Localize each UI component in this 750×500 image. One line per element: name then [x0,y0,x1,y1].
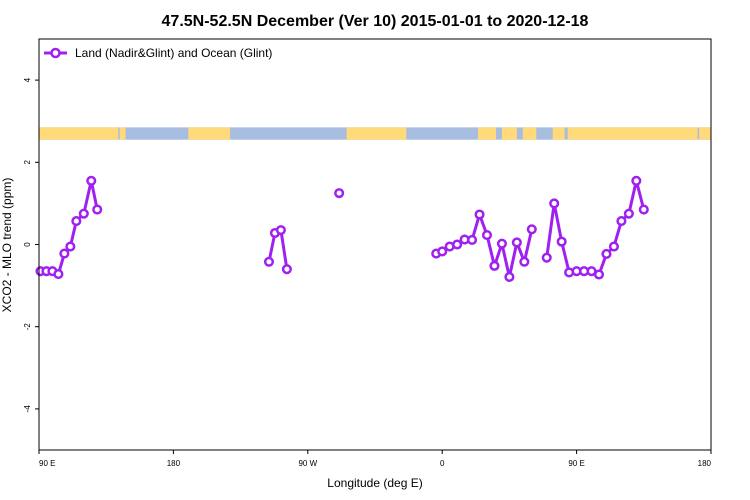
x-tick-label: 90 E [39,459,55,468]
data-point [556,236,567,247]
land-band [119,127,126,140]
data-point [549,198,560,209]
data-point [334,188,345,199]
data-point [275,225,286,236]
data-point [452,239,463,250]
series-line [40,179,99,276]
land-band [478,127,496,140]
x-axis: 90 E 180 90 W 0 90 E 180 [38,450,712,468]
data-point [511,237,522,248]
y-tick-label: 0 [23,242,32,247]
y-tick-label: -2 [23,323,32,331]
land-band [522,127,537,140]
data-point [281,264,292,275]
data-point [86,175,97,186]
legend: Land (Nadir&Glint) and Ocean (Glint) [44,46,272,60]
data-point [467,234,478,246]
land-band [552,127,565,140]
x-tick-label: 90 E [568,459,584,468]
data-point [593,269,605,280]
land-band [188,127,231,140]
x-axis-label: Longitude (deg E) [327,476,422,490]
legend-label: Land (Nadir&Glint) and Ocean (Glint) [75,46,272,60]
data-point [623,208,634,219]
data-point [71,216,82,227]
land-ocean-strip [39,127,711,140]
data-point [631,175,642,186]
data-point [78,208,89,219]
chart-title: 47.5N-52.5N December (Ver 10) 2015-01-01… [162,13,589,30]
data-point [496,238,507,249]
data-point [526,224,537,235]
y-tick-label: -4 [23,405,32,413]
x-tick-label: 180 [167,459,181,468]
data-point [608,241,619,252]
plot-frame [38,38,712,451]
x-tick-label: 90 W [298,459,317,468]
data-point [601,248,612,260]
data-point [53,269,64,280]
data-point [519,256,530,267]
data-point [489,260,500,271]
x-tick-label: 0 [440,459,445,468]
data-point [92,204,103,215]
y-axis: -4 -2 0 2 4 [23,77,39,412]
land-band [39,127,119,140]
y-tick-label: 2 [23,160,32,165]
series-line [545,179,646,277]
data-point [474,209,485,220]
data-point [541,252,552,263]
land-band [501,127,517,140]
data-point [263,256,275,267]
data-point [616,216,627,227]
data-point [437,246,448,257]
x-tick-label: 180 [698,459,712,468]
data-point [504,271,515,283]
y-tick-label: 4 [23,77,32,82]
land-band [567,127,698,140]
land-band [699,127,711,140]
data-point [59,248,70,259]
land-band [346,127,407,140]
series-points [35,175,649,283]
y-axis-label: XCO2 - MLO trend (ppm) [0,178,14,313]
data-point [481,229,493,241]
data-point [638,204,649,215]
legend-marker-icon [50,47,61,59]
data-point [65,241,76,252]
